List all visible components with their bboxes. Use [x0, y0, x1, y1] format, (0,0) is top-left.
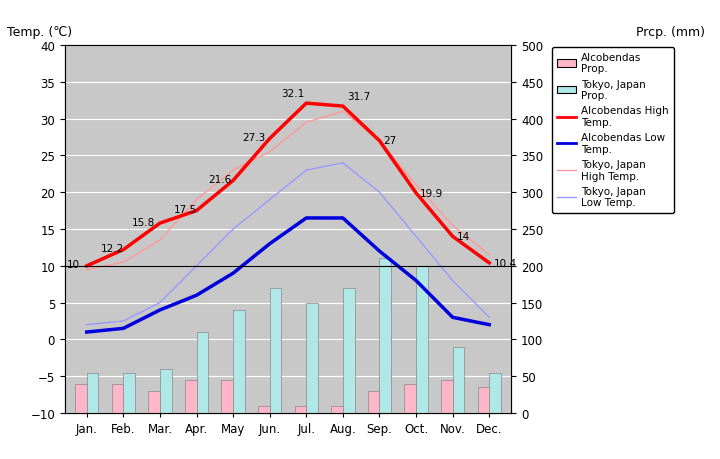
Bar [453, 347, 464, 413]
Bar [233, 310, 245, 413]
Bar [477, 387, 490, 413]
Bar [148, 391, 160, 413]
Bar [185, 380, 197, 413]
Bar [160, 369, 171, 413]
Text: 19.9: 19.9 [420, 188, 444, 198]
Legend: Alcobendas
Prop., Tokyo, Japan
Prop., Alcobendas High
Temp., Alcobendas Low
Temp: Alcobendas Prop., Tokyo, Japan Prop., Al… [552, 47, 674, 213]
Text: 12.2: 12.2 [101, 243, 125, 253]
Bar [294, 406, 306, 413]
Bar [306, 303, 318, 413]
Bar [405, 384, 416, 413]
Bar [331, 406, 343, 413]
Text: 14: 14 [456, 232, 470, 241]
Bar [258, 406, 270, 413]
Text: 10: 10 [67, 260, 81, 269]
Text: 27: 27 [384, 136, 397, 146]
Text: Temp. (℃): Temp. (℃) [6, 26, 72, 39]
Bar [270, 288, 282, 413]
Text: 17.5: 17.5 [174, 205, 197, 214]
Text: Prcp. (mm): Prcp. (mm) [636, 26, 705, 39]
Bar [86, 373, 99, 413]
Bar [368, 391, 379, 413]
Bar [379, 259, 391, 413]
Text: 21.6: 21.6 [208, 174, 231, 185]
Text: 31.7: 31.7 [347, 92, 370, 102]
Bar [490, 373, 501, 413]
Bar [123, 373, 135, 413]
Bar [416, 266, 428, 413]
Text: 32.1: 32.1 [282, 89, 305, 99]
Text: 10.4: 10.4 [493, 258, 516, 268]
Bar [222, 380, 233, 413]
Bar [112, 384, 123, 413]
Bar [441, 380, 453, 413]
Bar [75, 384, 86, 413]
Bar [197, 332, 208, 413]
Text: 15.8: 15.8 [132, 217, 156, 227]
Bar [343, 288, 354, 413]
Text: 27.3: 27.3 [242, 133, 265, 143]
